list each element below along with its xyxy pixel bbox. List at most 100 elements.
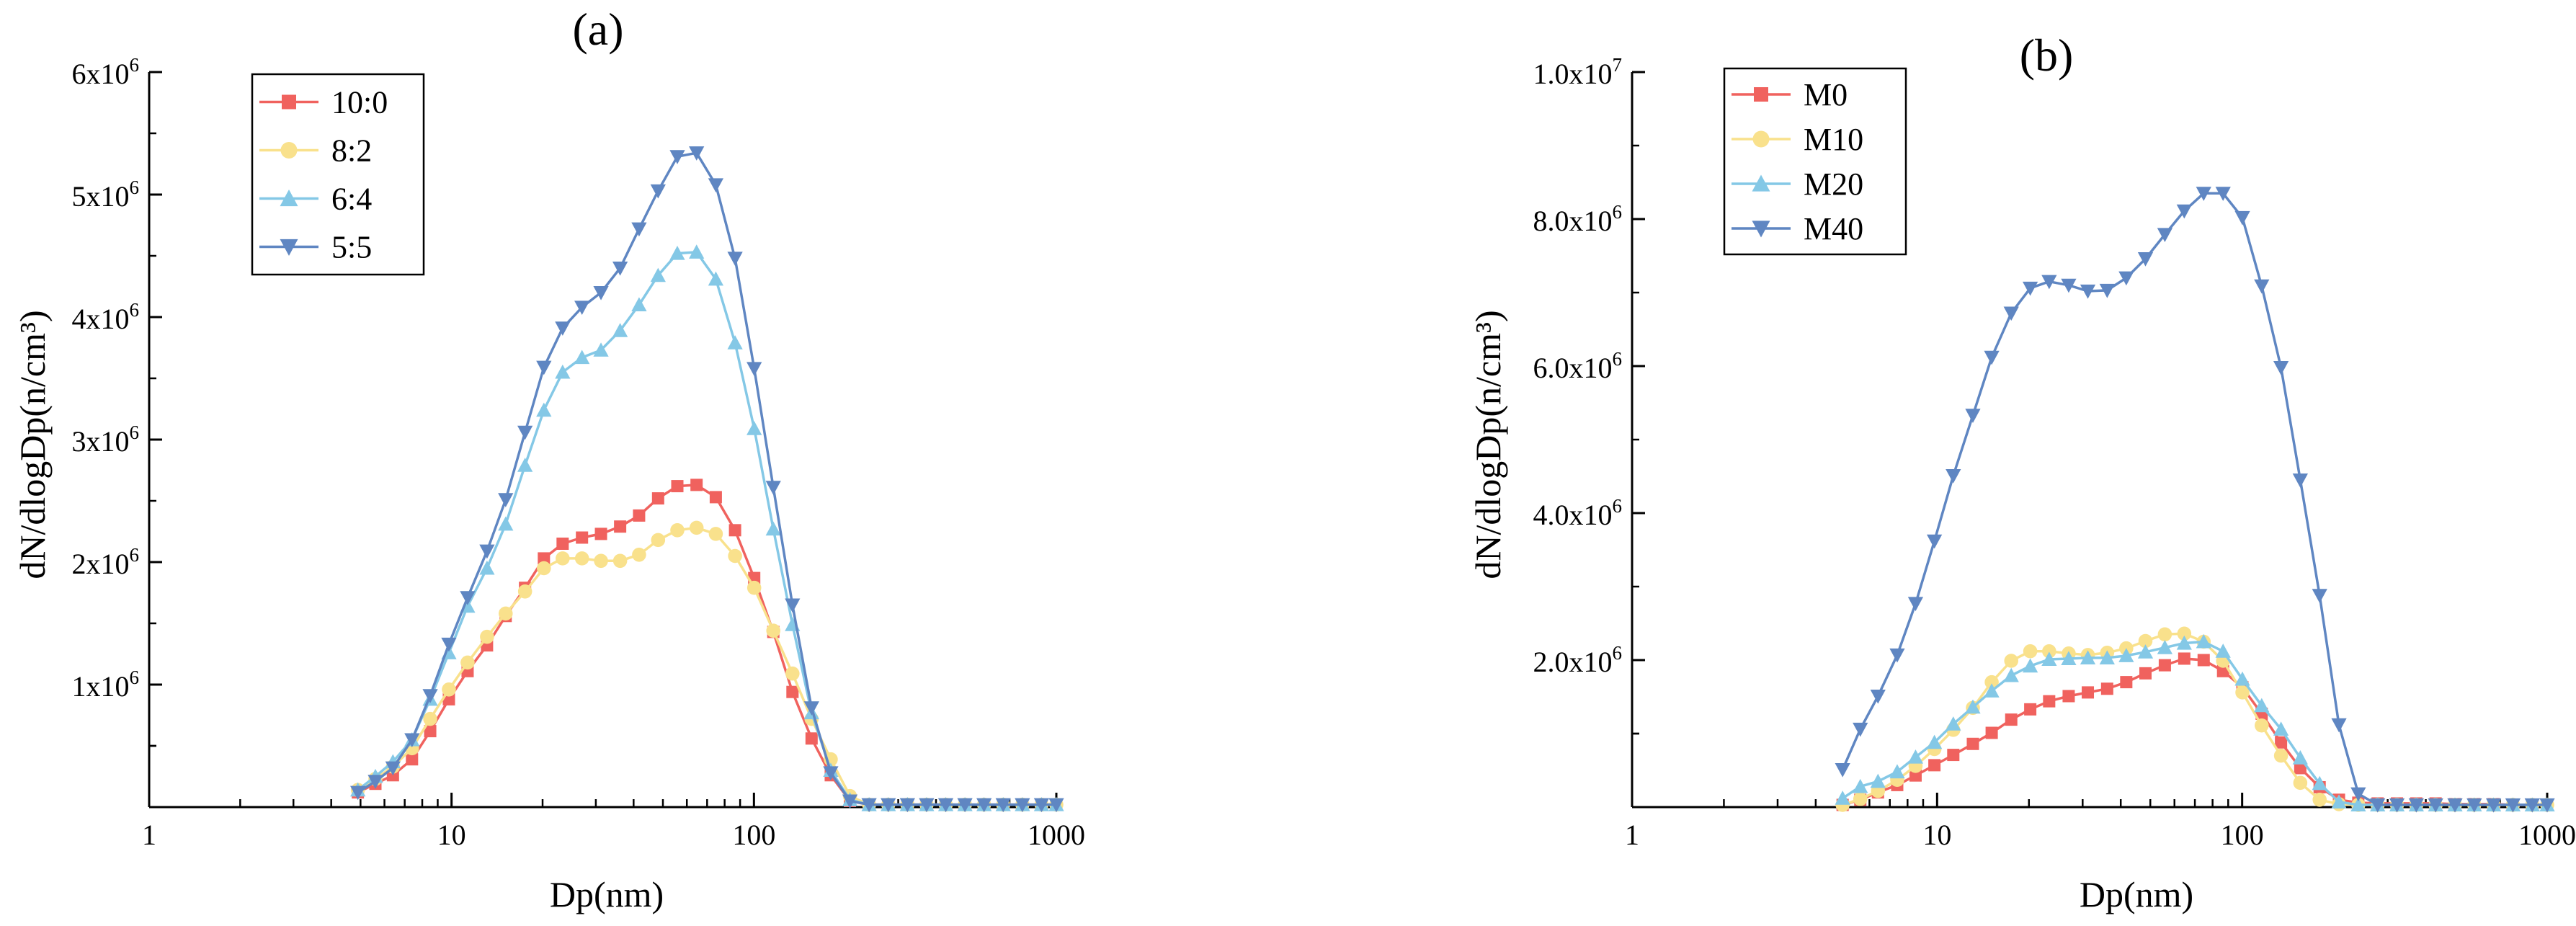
legend-marker bbox=[280, 142, 298, 159]
data-point bbox=[2312, 589, 2327, 603]
data-point bbox=[442, 682, 456, 697]
data-point bbox=[728, 524, 741, 537]
data-point bbox=[785, 666, 800, 681]
data-point bbox=[2215, 644, 2231, 658]
data-point bbox=[650, 184, 666, 199]
y-tick-label: 4x106 bbox=[72, 299, 140, 335]
data-point bbox=[689, 520, 704, 535]
data-point bbox=[1965, 409, 1981, 423]
x-tick-label: 1 bbox=[142, 819, 156, 851]
data-point bbox=[995, 798, 1011, 813]
data-point bbox=[671, 480, 684, 493]
data-point bbox=[2331, 718, 2347, 733]
data-point bbox=[881, 798, 896, 813]
data-point bbox=[1926, 534, 1943, 549]
x-tick-label: 10 bbox=[437, 819, 466, 851]
data-point bbox=[538, 552, 551, 565]
data-point bbox=[651, 533, 666, 548]
data-point bbox=[2350, 797, 2366, 811]
data-point bbox=[2062, 690, 2075, 703]
data-point bbox=[631, 297, 647, 312]
data-point bbox=[2197, 654, 2210, 667]
data-point bbox=[479, 560, 495, 575]
data-point bbox=[480, 629, 494, 644]
data-point bbox=[2178, 652, 2191, 665]
data-point bbox=[2023, 644, 2038, 659]
data-point bbox=[2254, 279, 2270, 294]
data-point bbox=[1985, 726, 1998, 739]
x-tick-label: 10 bbox=[1922, 819, 1951, 851]
data-point bbox=[727, 251, 743, 267]
data-point bbox=[708, 271, 724, 286]
data-point bbox=[1926, 734, 1943, 749]
data-point bbox=[633, 509, 646, 522]
data-point bbox=[690, 478, 703, 491]
data-point bbox=[1048, 798, 1064, 813]
x-tick-label: 1000 bbox=[1028, 819, 1085, 851]
panel-a-series bbox=[350, 146, 1064, 813]
data-point bbox=[746, 362, 762, 377]
data-point bbox=[823, 766, 839, 781]
x-tick-label: 1 bbox=[1625, 819, 1639, 851]
data-point bbox=[517, 458, 533, 472]
data-point bbox=[2024, 703, 2037, 716]
data-point bbox=[536, 360, 552, 375]
series-M40 bbox=[1835, 187, 2555, 813]
data-point bbox=[2235, 685, 2250, 700]
y-tick-label: 4.0x106 bbox=[1533, 495, 1623, 531]
data-point bbox=[1889, 648, 1905, 663]
legend-label: 5:5 bbox=[331, 230, 372, 265]
series-line bbox=[1842, 640, 2547, 806]
data-point bbox=[1946, 716, 1961, 731]
data-point bbox=[2196, 187, 2211, 201]
data-point bbox=[593, 285, 609, 300]
data-point bbox=[2080, 284, 2096, 299]
legend-marker bbox=[1752, 130, 1770, 148]
legend-box bbox=[251, 73, 425, 276]
data-point bbox=[1033, 798, 1050, 813]
data-point bbox=[1853, 722, 1868, 737]
data-point bbox=[1870, 773, 1886, 788]
panel-b-legend: M0 M10 M20 M40 bbox=[1723, 67, 1907, 256]
data-point bbox=[2022, 658, 2038, 673]
data-point bbox=[746, 580, 762, 595]
legend-item: M20 bbox=[1732, 166, 1863, 202]
legend-item: 8:2 bbox=[259, 133, 372, 169]
data-point bbox=[861, 798, 877, 813]
x-tick-label: 1000 bbox=[2518, 819, 2576, 851]
data-point bbox=[2389, 798, 2405, 813]
data-point bbox=[803, 701, 819, 716]
legend-item: 10:0 bbox=[259, 85, 388, 120]
data-point bbox=[614, 520, 627, 533]
panel-a-x-axis-label: Dp(nm) bbox=[550, 874, 664, 914]
legend-label: 8:2 bbox=[331, 133, 372, 169]
data-point bbox=[1966, 737, 1979, 750]
data-point bbox=[498, 516, 514, 531]
data-point bbox=[406, 753, 419, 766]
data-point bbox=[2139, 667, 2152, 680]
data-point bbox=[1928, 759, 1941, 772]
panel-a-y-axis-label: dN/dlogDp(n/cm³) bbox=[12, 310, 53, 579]
data-point bbox=[2041, 651, 2057, 667]
legend-marker bbox=[280, 239, 298, 256]
data-point bbox=[2082, 686, 2095, 699]
legend-marker bbox=[282, 94, 296, 110]
data-point bbox=[2099, 650, 2115, 664]
panel-b-title: (b) bbox=[2020, 30, 2074, 81]
data-point bbox=[612, 553, 628, 569]
data-point bbox=[2254, 698, 2270, 713]
data-point bbox=[1853, 792, 1868, 806]
data-point bbox=[612, 261, 628, 276]
data-point bbox=[2176, 635, 2192, 650]
data-point bbox=[1984, 675, 1999, 690]
data-point bbox=[2215, 187, 2231, 201]
series-M10 bbox=[1835, 626, 2554, 812]
data-point bbox=[1853, 778, 1868, 793]
data-point bbox=[2428, 798, 2443, 813]
legend-label: 6:4 bbox=[331, 182, 372, 217]
data-point bbox=[517, 584, 532, 599]
data-point bbox=[423, 711, 437, 726]
data-point bbox=[517, 425, 533, 440]
legend-marker bbox=[1754, 87, 1768, 102]
data-point bbox=[2042, 644, 2056, 659]
